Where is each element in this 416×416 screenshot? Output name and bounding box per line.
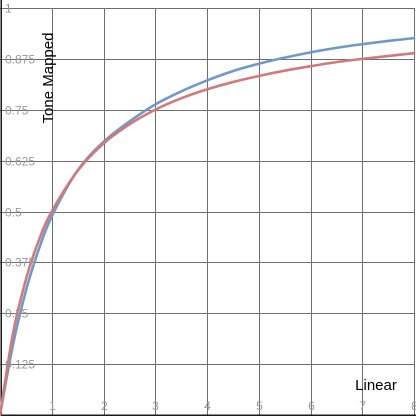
y-tick-label-1: 1 — [5, 2, 12, 16]
x-tick-label-8: 8 — [411, 399, 416, 413]
y-tick-label-0_75: 0.75 — [5, 104, 29, 118]
y-tick-label-0_875: 0.875 — [5, 53, 35, 67]
x-tick-label-2: 2 — [101, 399, 108, 413]
x-tick-label-4: 4 — [204, 399, 211, 413]
x-tick-label-6: 6 — [308, 399, 315, 413]
x-tick-label-7: 7 — [359, 399, 366, 413]
series-line-2 — [0, 51, 416, 416]
x-tick-label-3: 3 — [152, 399, 159, 413]
grid — [0, 8, 415, 415]
y-axis-label: Tone Mapped — [40, 33, 57, 124]
series-line-1 — [0, 36, 416, 416]
x-axis-label: Linear — [355, 377, 397, 394]
tick-labels: 1 2 3 4 5 6 7 8 1 0.875 0.75 0.625 0.5 0.375 0.25 0.125 — [5, 2, 416, 414]
y-tick-label-0_125: 0.125 — [5, 358, 35, 372]
y-tick-label-0_25: 0.25 — [5, 307, 29, 321]
y-tick-label-0_5: 0.5 — [5, 206, 22, 220]
x-tick-label-1: 1 — [49, 399, 56, 413]
x-tick-label-5: 5 — [256, 399, 263, 413]
series-group — [0, 36, 416, 416]
y-tick-label-0_625: 0.625 — [5, 155, 35, 169]
y-tick-label-0_375: 0.375 — [5, 256, 35, 270]
